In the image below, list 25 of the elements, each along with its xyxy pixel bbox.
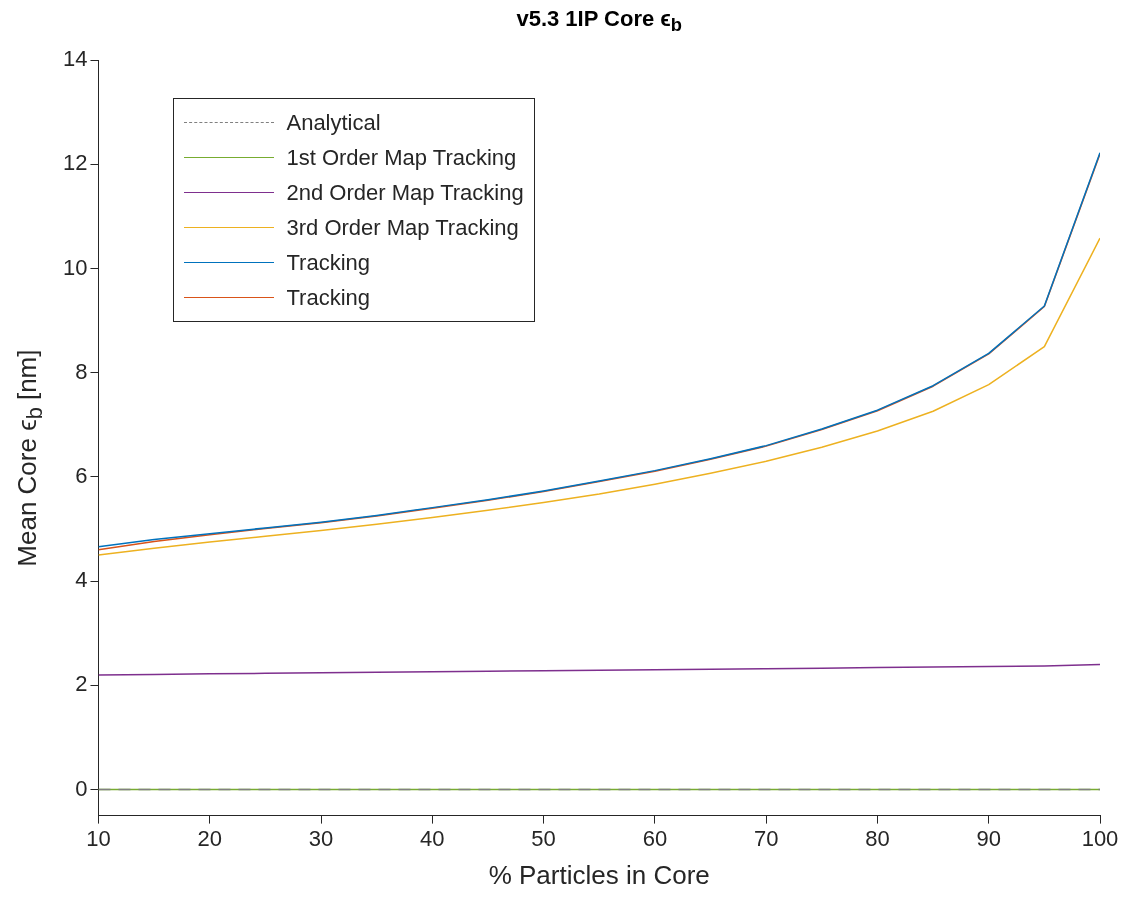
x-tick-label: 60 <box>642 825 668 851</box>
x-axis-title: % Particles in Core <box>487 860 711 891</box>
x-tick-label: 20 <box>197 825 222 851</box>
y-tick-label: 4 <box>75 567 88 593</box>
y-tick-label: 14 <box>62 46 88 72</box>
legend-label: 3rd Order Map Tracking <box>286 214 519 241</box>
y-tick-label: 6 <box>75 462 88 488</box>
legend-label: Tracking <box>286 284 371 311</box>
legend-label: Tracking <box>286 249 371 276</box>
x-tick-label: 100 <box>1081 825 1119 851</box>
y-tick-label: 8 <box>75 358 88 384</box>
x-tick-label: 80 <box>865 825 890 851</box>
x-tick-label: 90 <box>976 825 1001 851</box>
x-tick-label: 40 <box>420 825 445 851</box>
legend-label: 1st Order Map Tracking <box>286 144 517 171</box>
y-tick-label: 0 <box>75 775 88 801</box>
x-tick-label: 50 <box>531 825 556 851</box>
y-tick-label: 12 <box>62 150 88 176</box>
y-tick-label: 2 <box>75 671 88 697</box>
chart-title: v5.3 1IP Core ϵ$_{b}$ <box>515 6 684 37</box>
x-tick-label: 30 <box>308 825 334 851</box>
x-tick-label: 70 <box>753 825 779 851</box>
legend-label: 2nd Order Map Tracking <box>286 179 524 206</box>
y-tick-label: 10 <box>62 254 88 280</box>
legend-label: Analytical <box>286 109 381 136</box>
